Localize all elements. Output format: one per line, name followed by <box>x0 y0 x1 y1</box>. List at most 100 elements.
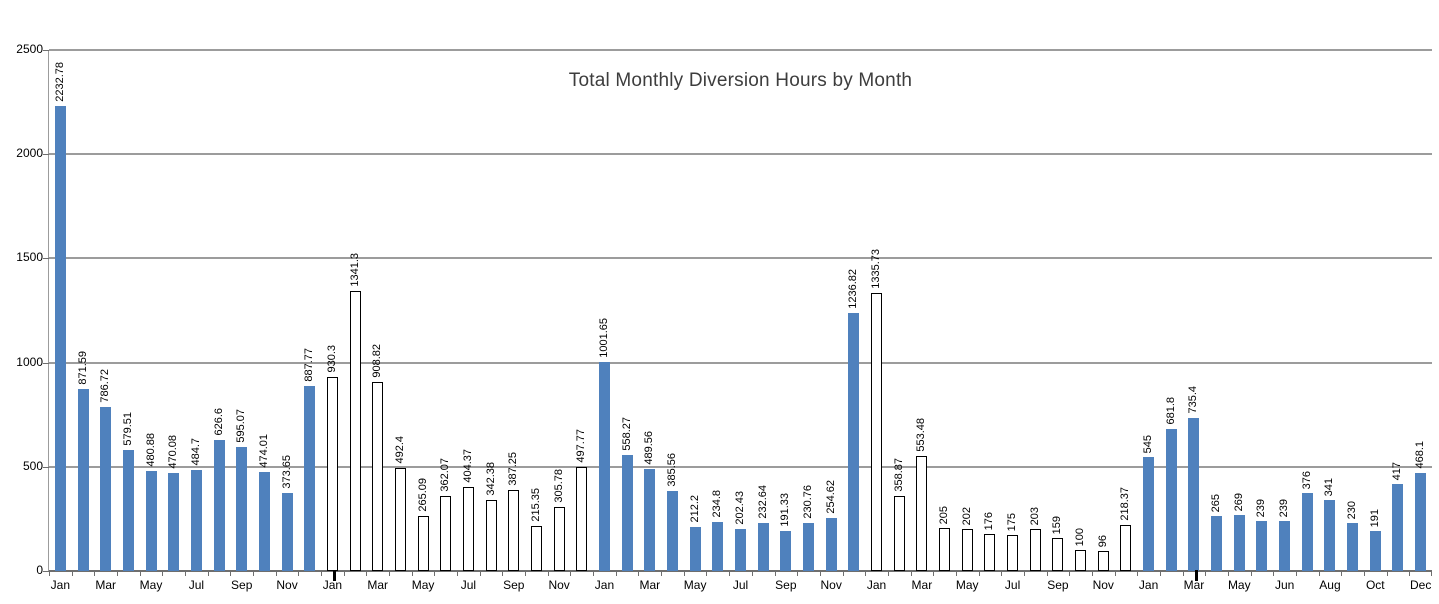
x-tick-label: Jan <box>866 578 887 592</box>
x-axis-tick <box>911 571 912 576</box>
bar-outlined <box>394 468 406 571</box>
bar-solid <box>236 447 248 571</box>
bar-outlined <box>485 500 497 571</box>
bar-value-label: 786.72 <box>99 369 112 403</box>
bar-outlined <box>871 293 883 571</box>
y-axis-tick-2500 <box>43 50 49 51</box>
bar-solid <box>145 471 157 571</box>
y-axis-tick-1000 <box>43 362 49 364</box>
y-tick-label: 500 <box>22 458 43 473</box>
bar-value-label: 376 <box>1300 470 1313 489</box>
bar-value-label: 595.07 <box>235 409 248 443</box>
x-axis-tick <box>684 571 685 576</box>
x-axis-tick <box>49 571 50 576</box>
x-tick-label: May <box>683 578 707 592</box>
bar-outlined <box>1120 525 1132 571</box>
x-axis-tick <box>752 571 753 576</box>
x-axis-tick <box>1069 571 1070 576</box>
x-axis-tick <box>888 571 889 576</box>
gridline-1500 <box>49 257 1432 260</box>
bar-outlined <box>1007 535 1019 571</box>
y-tick-label: 2000 <box>16 146 43 161</box>
axis-mark <box>333 570 337 581</box>
bar-solid <box>598 362 610 571</box>
bar-value-label: 681.8 <box>1164 397 1177 425</box>
bar-solid <box>1233 515 1245 571</box>
bar-outlined <box>372 382 384 571</box>
bar-value-label: 191 <box>1368 508 1381 527</box>
bar-value-label: 626.6 <box>212 408 225 436</box>
bar-outlined <box>508 490 520 571</box>
x-axis-tick <box>1364 571 1365 576</box>
x-axis-tick <box>1251 571 1252 576</box>
x-tick-label: Mar <box>95 578 116 592</box>
bar-outlined <box>576 467 588 571</box>
bar-value-label: 553.48 <box>915 418 928 452</box>
bar-value-label: 2232.78 <box>53 62 66 102</box>
x-axis-tick <box>389 571 390 576</box>
x-axis-tick <box>616 571 617 576</box>
x-tick-label: Jan <box>322 578 343 592</box>
x-tick-label: May <box>139 578 163 592</box>
bar-value-label: 735.4 <box>1187 386 1200 414</box>
x-axis-tick <box>480 571 481 576</box>
bar-value-label: 497.77 <box>575 429 588 463</box>
x-tick-label: May <box>955 578 979 592</box>
bar-solid <box>1143 457 1155 571</box>
x-axis-tick <box>208 571 209 576</box>
x-axis-tick <box>366 571 367 576</box>
x-tick-label: Nov <box>548 578 570 592</box>
x-axis-tick <box>706 571 707 576</box>
chart-title: Total Monthly Diversion Hours by Month <box>568 70 913 91</box>
bar-solid <box>100 407 112 571</box>
x-axis-tick <box>548 571 549 576</box>
x-axis-tick <box>979 571 980 576</box>
x-axis-tick <box>1137 571 1138 576</box>
bar-solid <box>258 472 270 571</box>
bar-value-label: 341 <box>1323 477 1336 496</box>
bar-outlined <box>916 456 928 571</box>
bar-value-label: 558.27 <box>620 417 633 451</box>
y-tick-label: 1000 <box>16 354 43 369</box>
x-tick-label: Jan <box>594 578 615 592</box>
bar-outlined <box>553 507 565 571</box>
bar-outlined <box>1097 551 1109 571</box>
x-axis-tick <box>1160 571 1161 576</box>
bar-solid <box>1301 493 1313 571</box>
bar-value-label: 234.8 <box>711 490 724 518</box>
y-axis-tick-1500 <box>43 258 49 260</box>
bar-value-label: 342.38 <box>484 462 497 496</box>
x-axis-tick <box>820 571 821 576</box>
x-tick-label: Dec <box>1409 578 1432 592</box>
bar-outlined <box>349 291 361 571</box>
bar-value-label: 175 <box>1006 512 1019 531</box>
bar-value-label: 269 <box>1232 492 1245 511</box>
bar-solid <box>190 470 202 571</box>
x-axis-tick <box>1183 571 1184 576</box>
x-tick-label: Nov <box>276 578 298 592</box>
x-tick-label: May <box>1227 578 1251 592</box>
bar-value-label: 492.4 <box>393 436 406 464</box>
x-axis-tick <box>843 571 844 576</box>
x-axis-tick <box>321 571 322 576</box>
bar-solid <box>122 450 134 571</box>
y-tick-label: 2500 <box>16 42 43 56</box>
x-tick-label: Oct <box>1365 578 1385 592</box>
bar-solid <box>213 440 225 571</box>
bar-outlined <box>961 529 973 571</box>
gridline-1000 <box>49 361 1432 364</box>
x-axis-tick <box>1092 571 1093 576</box>
x-axis-tick <box>434 571 435 576</box>
bar-solid <box>848 313 860 571</box>
bar-outlined <box>326 377 338 571</box>
x-axis-tick <box>94 571 95 576</box>
x-tick-label: Mar <box>1183 578 1205 592</box>
x-tick-label: Nov <box>820 578 842 592</box>
bar-value-label: 470.08 <box>167 435 180 469</box>
bar-solid <box>825 518 837 571</box>
y-axis-tick-2000 <box>43 154 49 156</box>
x-axis-tick <box>412 571 413 576</box>
bar-solid <box>1415 473 1427 571</box>
bar-value-label: 362.07 <box>439 458 452 492</box>
